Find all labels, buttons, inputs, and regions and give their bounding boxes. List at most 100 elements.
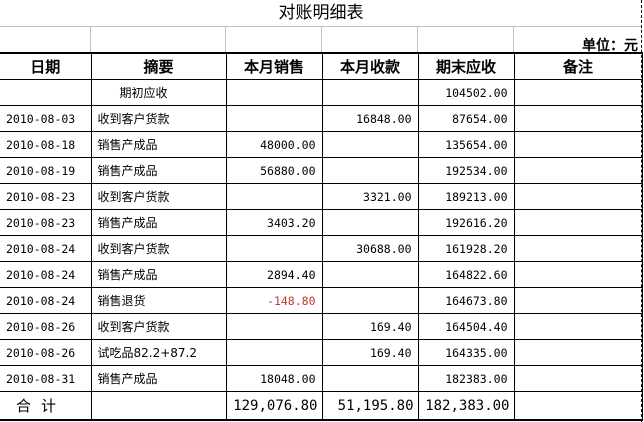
table-row: 期初应收 104502.00 <box>0 79 643 106</box>
sales-cell[interactable]: 3403.20 <box>225 209 323 236</box>
note-cell[interactable] <box>513 235 643 262</box>
sales-cell[interactable] <box>225 183 323 210</box>
cell[interactable] <box>322 27 418 52</box>
sales-cell[interactable]: 56880.00 <box>225 157 323 184</box>
statement-table: 日期 摘要 本月销售 本月收款 期末应收 备注 期初应收 104502.00 201… <box>0 52 643 421</box>
note-cell[interactable] <box>513 105 643 132</box>
summary-cell[interactable]: 销售产成品 <box>90 131 227 158</box>
summary-cell[interactable]: 收到客户货款 <box>90 105 227 132</box>
header-date[interactable]: 日期 <box>0 52 92 80</box>
date-cell[interactable]: 2010-08-24 <box>0 287 92 314</box>
balance-cell[interactable]: 161928.20 <box>417 235 515 262</box>
receipts-cell[interactable] <box>321 157 419 184</box>
cell[interactable] <box>418 27 514 52</box>
summary-cell[interactable]: 收到客户货款 <box>90 183 227 210</box>
balance-cell[interactable]: 164673.80 <box>417 287 515 314</box>
note-cell[interactable] <box>513 183 643 210</box>
cell[interactable] <box>91 27 226 52</box>
total-balance[interactable]: 182,383.00 <box>417 391 515 421</box>
cell[interactable] <box>0 27 91 52</box>
table-row: 2010-08-24 收到客户货款 30688.00 161928.20 <box>0 235 643 262</box>
total-sales[interactable]: 129,076.80 <box>225 391 323 421</box>
summary-cell[interactable]: 收到客户货款 <box>90 313 227 340</box>
note-cell[interactable] <box>513 261 643 288</box>
cell[interactable] <box>226 27 322 52</box>
receipts-cell[interactable]: 30688.00 <box>321 235 419 262</box>
total-label[interactable]: 合计 <box>0 391 92 421</box>
sales-cell[interactable]: 18048.00 <box>225 365 323 392</box>
total-summary[interactable] <box>90 391 227 421</box>
summary-cell[interactable]: 试吃品82.2+87.2 <box>90 339 227 366</box>
total-receipts[interactable]: 51,195.80 <box>321 391 419 421</box>
table-row: 2010-08-24 销售产成品 2894.40 164822.60 <box>0 261 643 288</box>
table-row: 2010-08-19 销售产成品 56880.00 192534.00 <box>0 157 643 184</box>
sales-cell[interactable] <box>225 105 323 132</box>
note-cell[interactable] <box>513 131 643 158</box>
date-cell[interactable]: 2010-08-19 <box>0 157 92 184</box>
note-cell[interactable] <box>513 287 643 314</box>
summary-cell[interactable]: 销售产成品 <box>90 157 227 184</box>
total-row: 合计 129,076.80 51,195.80 182,383.00 <box>0 391 643 421</box>
receipts-cell[interactable] <box>321 287 419 314</box>
balance-cell[interactable]: 182383.00 <box>417 365 515 392</box>
table-row: 2010-08-26 收到客户货款 169.40 164504.40 <box>0 313 643 340</box>
balance-cell[interactable]: 189213.00 <box>417 183 515 210</box>
note-cell[interactable] <box>513 365 643 392</box>
balance-cell[interactable]: 192534.00 <box>417 157 515 184</box>
summary-cell[interactable]: 销售产成品 <box>90 365 227 392</box>
note-cell[interactable] <box>513 157 643 184</box>
date-cell[interactable]: 2010-08-24 <box>0 261 92 288</box>
table-row: 2010-08-23 销售产成品 3403.20 192616.20 <box>0 209 643 236</box>
note-cell[interactable] <box>513 79 643 106</box>
balance-cell[interactable]: 164335.00 <box>417 339 515 366</box>
receipts-cell[interactable]: 3321.00 <box>321 183 419 210</box>
receipts-cell[interactable] <box>321 131 419 158</box>
sales-cell[interactable] <box>225 235 323 262</box>
receipts-cell[interactable]: 169.40 <box>321 313 419 340</box>
date-cell[interactable]: 2010-08-24 <box>0 235 92 262</box>
balance-cell[interactable]: 164822.60 <box>417 261 515 288</box>
table-row: 2010-08-03 收到客户货款 16848.00 87654.00 <box>0 105 643 132</box>
header-sales[interactable]: 本月销售 <box>225 52 323 80</box>
receipts-cell[interactable] <box>321 261 419 288</box>
header-note[interactable]: 备注 <box>513 52 643 80</box>
balance-cell[interactable]: 192616.20 <box>417 209 515 236</box>
receipts-cell[interactable]: 16848.00 <box>321 105 419 132</box>
total-note[interactable] <box>513 391 643 421</box>
date-cell[interactable]: 2010-08-23 <box>0 183 92 210</box>
date-cell[interactable] <box>0 79 92 106</box>
header-receipts[interactable]: 本月收款 <box>321 52 419 80</box>
summary-cell[interactable]: 收到客户货款 <box>90 235 227 262</box>
note-cell[interactable] <box>513 209 643 236</box>
balance-cell[interactable]: 87654.00 <box>417 105 515 132</box>
balance-cell[interactable]: 104502.00 <box>417 79 515 106</box>
date-cell[interactable]: 2010-08-18 <box>0 131 92 158</box>
summary-cell[interactable]: 期初应收 <box>90 79 227 106</box>
table-row: 2010-08-23 收到客户货款 3321.00 189213.00 <box>0 183 643 210</box>
receipts-cell[interactable]: 169.40 <box>321 339 419 366</box>
note-cell[interactable] <box>513 313 643 340</box>
receipts-cell[interactable] <box>321 209 419 236</box>
note-cell[interactable] <box>513 339 643 366</box>
date-cell[interactable]: 2010-08-26 <box>0 313 92 340</box>
receipts-cell[interactable] <box>321 79 419 106</box>
receipts-cell[interactable] <box>321 365 419 392</box>
header-summary[interactable]: 摘要 <box>90 52 227 80</box>
summary-cell[interactable]: 销售产成品 <box>90 209 227 236</box>
balance-cell[interactable]: 164504.40 <box>417 313 515 340</box>
date-cell[interactable]: 2010-08-23 <box>0 209 92 236</box>
sales-cell[interactable]: -148.80 <box>225 287 323 314</box>
sales-cell[interactable]: 2894.40 <box>225 261 323 288</box>
table-row: 2010-08-24 销售退货 -148.80 164673.80 <box>0 287 643 314</box>
date-cell[interactable]: 2010-08-26 <box>0 339 92 366</box>
sales-cell[interactable] <box>225 313 323 340</box>
balance-cell[interactable]: 135654.00 <box>417 131 515 158</box>
sales-cell[interactable] <box>225 79 323 106</box>
date-cell[interactable]: 2010-08-03 <box>0 105 92 132</box>
sales-cell[interactable]: 48000.00 <box>225 131 323 158</box>
summary-cell[interactable]: 销售退货 <box>90 287 227 314</box>
sales-cell[interactable] <box>225 339 323 366</box>
summary-cell[interactable]: 销售产成品 <box>90 261 227 288</box>
header-balance[interactable]: 期末应收 <box>417 52 515 80</box>
date-cell[interactable]: 2010-08-31 <box>0 365 92 392</box>
